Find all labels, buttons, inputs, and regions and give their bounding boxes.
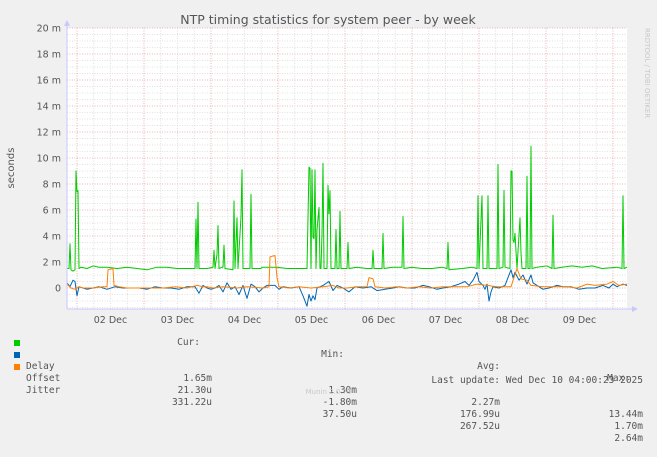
series-jitter-line xyxy=(66,255,628,290)
y-tick-label: 14 m xyxy=(37,102,61,113)
series-delay-line xyxy=(67,145,628,272)
series-offset-line xyxy=(66,269,628,307)
legend-label: Delay xyxy=(26,361,55,372)
jitter-swatch-icon xyxy=(14,364,20,370)
x-tick-label: 03 Dec xyxy=(161,315,195,326)
y-tick-label: 16 m xyxy=(37,76,61,87)
x-tick-label: 05 Dec xyxy=(295,315,329,326)
header-avg: Avg: xyxy=(477,361,500,372)
x-tick-label: 07 Dec xyxy=(429,315,463,326)
x-tick-label: 04 Dec xyxy=(228,315,262,326)
series-lines xyxy=(66,145,628,307)
legend-label: Jitter xyxy=(26,385,61,396)
offset-min: -1.80m xyxy=(322,397,357,408)
offset-avg: 176.99u xyxy=(459,409,500,420)
delay-swatch-icon xyxy=(14,340,20,346)
offset-max: 1.70m xyxy=(614,421,643,432)
x-tick-label: 08 Dec xyxy=(496,315,530,326)
legend-row-delay: Delay 1.65m 1.30m 2.27m 13.44m xyxy=(0,337,643,420)
header-cur: Cur: xyxy=(177,337,200,348)
y-tick-label: 10 m xyxy=(37,154,61,165)
chart-title: NTP timing statistics for system peer - … xyxy=(180,12,476,27)
y-tick-label: 8 m xyxy=(43,180,61,191)
delay-min: 1.30m xyxy=(328,385,357,396)
jitter-max: 2.64m xyxy=(614,433,643,444)
y-tick-label: 4 m xyxy=(43,232,61,243)
jitter-min: 37.50u xyxy=(322,409,357,420)
legend-row-jitter: Jitter 331.22u 37.50u 267.52u 2.64m xyxy=(0,361,643,444)
ntp-chart: 0 2 m 4 m 6 m 8 m 10 m 12 m 14 m 16 m 18 m 20 m 02… xyxy=(6,12,651,326)
legend-row-offset: Offset 21.30u -1.80m 176.99u 1.70m xyxy=(0,349,643,432)
offset-cur: 21.30u xyxy=(177,385,212,396)
y-tick-label: 2 m xyxy=(43,258,61,269)
munin-version: Munin 2.0.73 xyxy=(305,388,352,396)
rrdtool-watermark: RRDTOOL / TOBI OETIKER xyxy=(643,28,651,118)
y-axis-arrow-icon xyxy=(64,20,70,26)
x-axis-arrow-icon xyxy=(632,306,638,312)
header-max: Max: xyxy=(607,373,630,384)
delay-avg: 2.27m xyxy=(471,397,500,408)
last-update: Last update: Wed Dec 10 04:00:23 2025 xyxy=(431,375,643,386)
x-tick-label: 09 Dec xyxy=(563,315,597,326)
y-tick-label: 20 m xyxy=(37,24,61,35)
y-tick-label: 12 m xyxy=(37,128,61,139)
x-tick-label: 06 Dec xyxy=(362,315,396,326)
legend-label: Offset xyxy=(26,373,61,384)
x-tick-label: 02 Dec xyxy=(94,315,128,326)
delay-max: 13.44m xyxy=(608,409,643,420)
delay-cur: 1.65m xyxy=(183,373,212,384)
jitter-cur: 331.22u xyxy=(171,397,212,408)
x-axis-ticks: 02 Dec 03 Dec 04 Dec 05 Dec 06 Dec 07 Dec 08 D… xyxy=(94,315,597,326)
legend-header: Cur: Min: Avg: Max: xyxy=(0,325,630,384)
y-tick-label: 18 m xyxy=(37,50,61,61)
offset-swatch-icon xyxy=(14,352,20,358)
y-axis-ticks: 0 2 m 4 m 6 m 8 m 10 m 12 m 14 m 16 m 18 m 20 m xyxy=(37,24,61,295)
header-min: Min: xyxy=(321,349,344,360)
y-tick-label: 6 m xyxy=(43,206,61,217)
y-tick-label: 0 xyxy=(55,284,61,295)
y-axis-label: seconds xyxy=(6,148,17,189)
jitter-avg: 267.52u xyxy=(459,421,500,432)
